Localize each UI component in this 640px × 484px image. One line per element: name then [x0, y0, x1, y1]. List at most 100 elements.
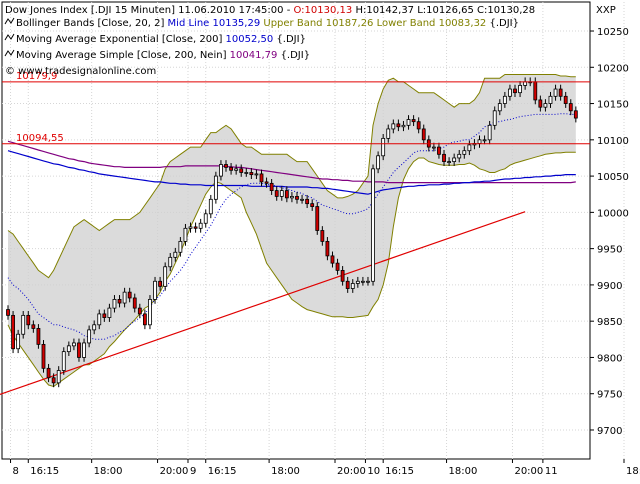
- candle-up: [406, 119, 411, 126]
- candle-down: [416, 121, 421, 130]
- legend-text: Moving Average Simple [Close, 200, Nein]: [16, 50, 230, 61]
- legend-text: Upper Band 10187,26 Lower Band 10083,32: [263, 18, 489, 29]
- candle-up: [66, 345, 71, 353]
- candle-up: [178, 240, 183, 253]
- candle-down: [142, 313, 147, 326]
- candle-up: [168, 256, 173, 268]
- x-tick-label: 16:15: [385, 466, 414, 477]
- x-tick-label: 18:00: [449, 466, 478, 477]
- candle-up: [244, 172, 249, 174]
- candle-down: [11, 314, 15, 350]
- legend-text: {.DJI}: [276, 34, 306, 45]
- candle-up: [203, 213, 208, 224]
- x-tick-label: 20:00: [337, 466, 366, 477]
- candle-down: [224, 164, 228, 168]
- candle-down: [41, 343, 46, 369]
- candle-up: [279, 190, 284, 197]
- horizontal-level-label: 10094,55: [16, 133, 64, 144]
- x-tick-label: 18:00: [94, 466, 123, 477]
- candle-down: [269, 182, 274, 192]
- candle-down: [249, 172, 254, 176]
- corner-label: XXP: [596, 5, 616, 16]
- y-tick-label: 10100: [597, 136, 629, 147]
- candle-down: [274, 190, 279, 197]
- candle-down: [193, 226, 198, 229]
- candle-up: [360, 280, 365, 283]
- candle-up: [122, 291, 127, 304]
- candle-down: [137, 307, 142, 315]
- indicator-icon: [4, 49, 15, 57]
- candle-up: [92, 324, 97, 331]
- candle-up: [82, 342, 86, 358]
- candle-down: [26, 314, 31, 326]
- candle-down: [513, 88, 517, 94]
- candle-down: [396, 123, 401, 128]
- legend-row: Moving Average Exponential [Close, 200] …: [16, 34, 306, 45]
- candle-down: [340, 269, 345, 282]
- legend-text: {.DJI}: [489, 18, 519, 29]
- upper-band-line: [7, 74, 576, 279]
- series-lines: [0, 74, 576, 396]
- legend-text: Bollinger Bands [Close, 20, 2]: [16, 18, 168, 29]
- y-tick-label: 9800: [597, 353, 622, 364]
- candle-up: [173, 251, 178, 258]
- horizontal-lines: 10179,9 10094,55: [2, 71, 590, 145]
- y-tick-label: 9950: [597, 245, 622, 256]
- candle-up: [16, 333, 21, 350]
- candle-up: [97, 313, 102, 326]
- candle-up: [381, 137, 386, 157]
- candle-down: [229, 166, 233, 171]
- candle-up: [492, 110, 497, 126]
- candle-up: [56, 370, 61, 384]
- y-tick-label: 10000: [597, 208, 629, 219]
- candle-down: [411, 119, 416, 123]
- candle-up: [497, 103, 502, 112]
- candle-down: [538, 99, 543, 108]
- x-tick-label: 10: [367, 466, 380, 477]
- candle-down: [6, 309, 10, 316]
- legend-text: Moving Average Exponential [Close, 200]: [16, 34, 226, 45]
- candle-up: [482, 139, 487, 142]
- mid-line: [7, 113, 576, 340]
- legend-text: © www.tradesignalonline.com: [5, 66, 156, 77]
- candle-up: [543, 103, 548, 108]
- candle-up: [290, 196, 294, 199]
- lower-band-line: [7, 151, 576, 388]
- candle-down: [573, 110, 578, 119]
- candle-down: [158, 280, 163, 287]
- candle-down: [533, 81, 538, 101]
- candle-down: [264, 181, 269, 184]
- legend-text: {.DJI}: [281, 50, 311, 61]
- candle-up: [213, 175, 218, 200]
- candle-down: [259, 173, 264, 183]
- indicator-icon: [4, 17, 15, 25]
- candle-up: [548, 95, 553, 104]
- y-tick-label: 9700: [597, 426, 622, 437]
- candle-up: [518, 85, 522, 94]
- candle-up: [391, 123, 396, 130]
- candle-down: [305, 198, 310, 205]
- y-tick-label: 9750: [597, 390, 622, 401]
- candle-down: [315, 206, 320, 231]
- candle-up: [401, 124, 406, 128]
- legend-text: Mid Line 10135,29: [168, 18, 264, 29]
- candle-up: [148, 299, 152, 326]
- candle-up: [366, 280, 370, 283]
- candle-down: [568, 103, 573, 112]
- candle-up: [112, 299, 117, 309]
- legend-text: 10041,79: [230, 50, 281, 61]
- candle-up: [198, 222, 203, 229]
- candle-down: [442, 153, 446, 162]
- legend: Bollinger Bands [Close, 20, 2] Mid Line …: [4, 17, 519, 77]
- candle-down: [239, 168, 244, 173]
- candle-up: [553, 88, 558, 97]
- candle-up: [502, 95, 507, 104]
- candle-down: [102, 313, 107, 318]
- candle-up: [234, 168, 239, 171]
- y-tick-label: 10200: [597, 63, 629, 74]
- candle-down: [421, 128, 426, 141]
- candle-up: [163, 266, 168, 287]
- candle-down: [558, 88, 563, 97]
- legend-text: 10052,50: [226, 34, 277, 45]
- x-tick-label: 20:00: [160, 466, 189, 477]
